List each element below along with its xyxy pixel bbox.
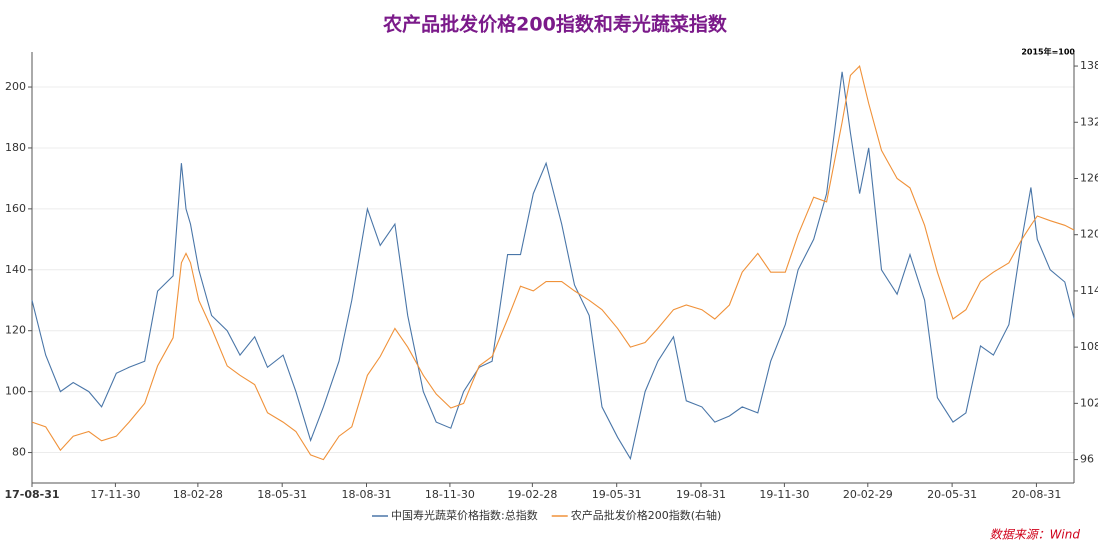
y2-tick-label: 96 (1080, 453, 1094, 466)
x-tick-label: 20-02-29 (843, 488, 893, 501)
x-tick-label: 17-08-31 (4, 488, 59, 501)
y2-tick-label: 102 (1080, 396, 1098, 409)
legend-label: 中国寿光蔬菜价格指数:总指数 (391, 508, 538, 522)
x-tick-label: 18-02-28 (173, 488, 223, 501)
y-tick-label: 80 (12, 446, 26, 459)
x-tick-label: 18-11-30 (425, 488, 475, 501)
y2-tick-label: 120 (1080, 228, 1098, 241)
y2-unit-label: 2015年=100 (1021, 47, 1075, 57)
y-tick-label: 180 (5, 141, 26, 154)
y-tick-label: 120 (5, 324, 26, 337)
x-tick-label: 19-05-31 (592, 488, 642, 501)
x-tick-label: 18-05-31 (257, 488, 307, 501)
x-tick-label: 19-02-28 (507, 488, 557, 501)
y2-tick-label: 126 (1080, 171, 1098, 184)
y-tick-label: 140 (5, 263, 26, 276)
x-tick-label: 17-11-30 (90, 488, 140, 501)
y2-tick-label: 138 (1080, 59, 1098, 72)
y2-tick-label: 132 (1080, 115, 1098, 128)
y-tick-label: 100 (5, 385, 26, 398)
x-tick-label: 19-08-31 (676, 488, 726, 501)
chart-title: 农产品批发价格200指数和寿光蔬菜指数 (382, 13, 728, 36)
x-tick-label: 20-05-31 (927, 488, 977, 501)
series-line (31, 71, 1075, 461)
y2-tick-label: 108 (1080, 340, 1098, 353)
legend-label: 农产品批发价格200指数(右轴) (571, 508, 722, 522)
y2-tick-label: 114 (1080, 284, 1098, 297)
x-tick-label: 18-08-31 (342, 488, 392, 501)
x-tick-label: 20-08-31 (1011, 488, 1061, 501)
series-line (31, 65, 1075, 461)
source-note: 数据来源：Wind (990, 528, 1081, 540)
y-tick-label: 200 (5, 80, 26, 93)
y-tick-label: 160 (5, 202, 26, 215)
x-tick-label: 19-11-30 (759, 488, 809, 501)
